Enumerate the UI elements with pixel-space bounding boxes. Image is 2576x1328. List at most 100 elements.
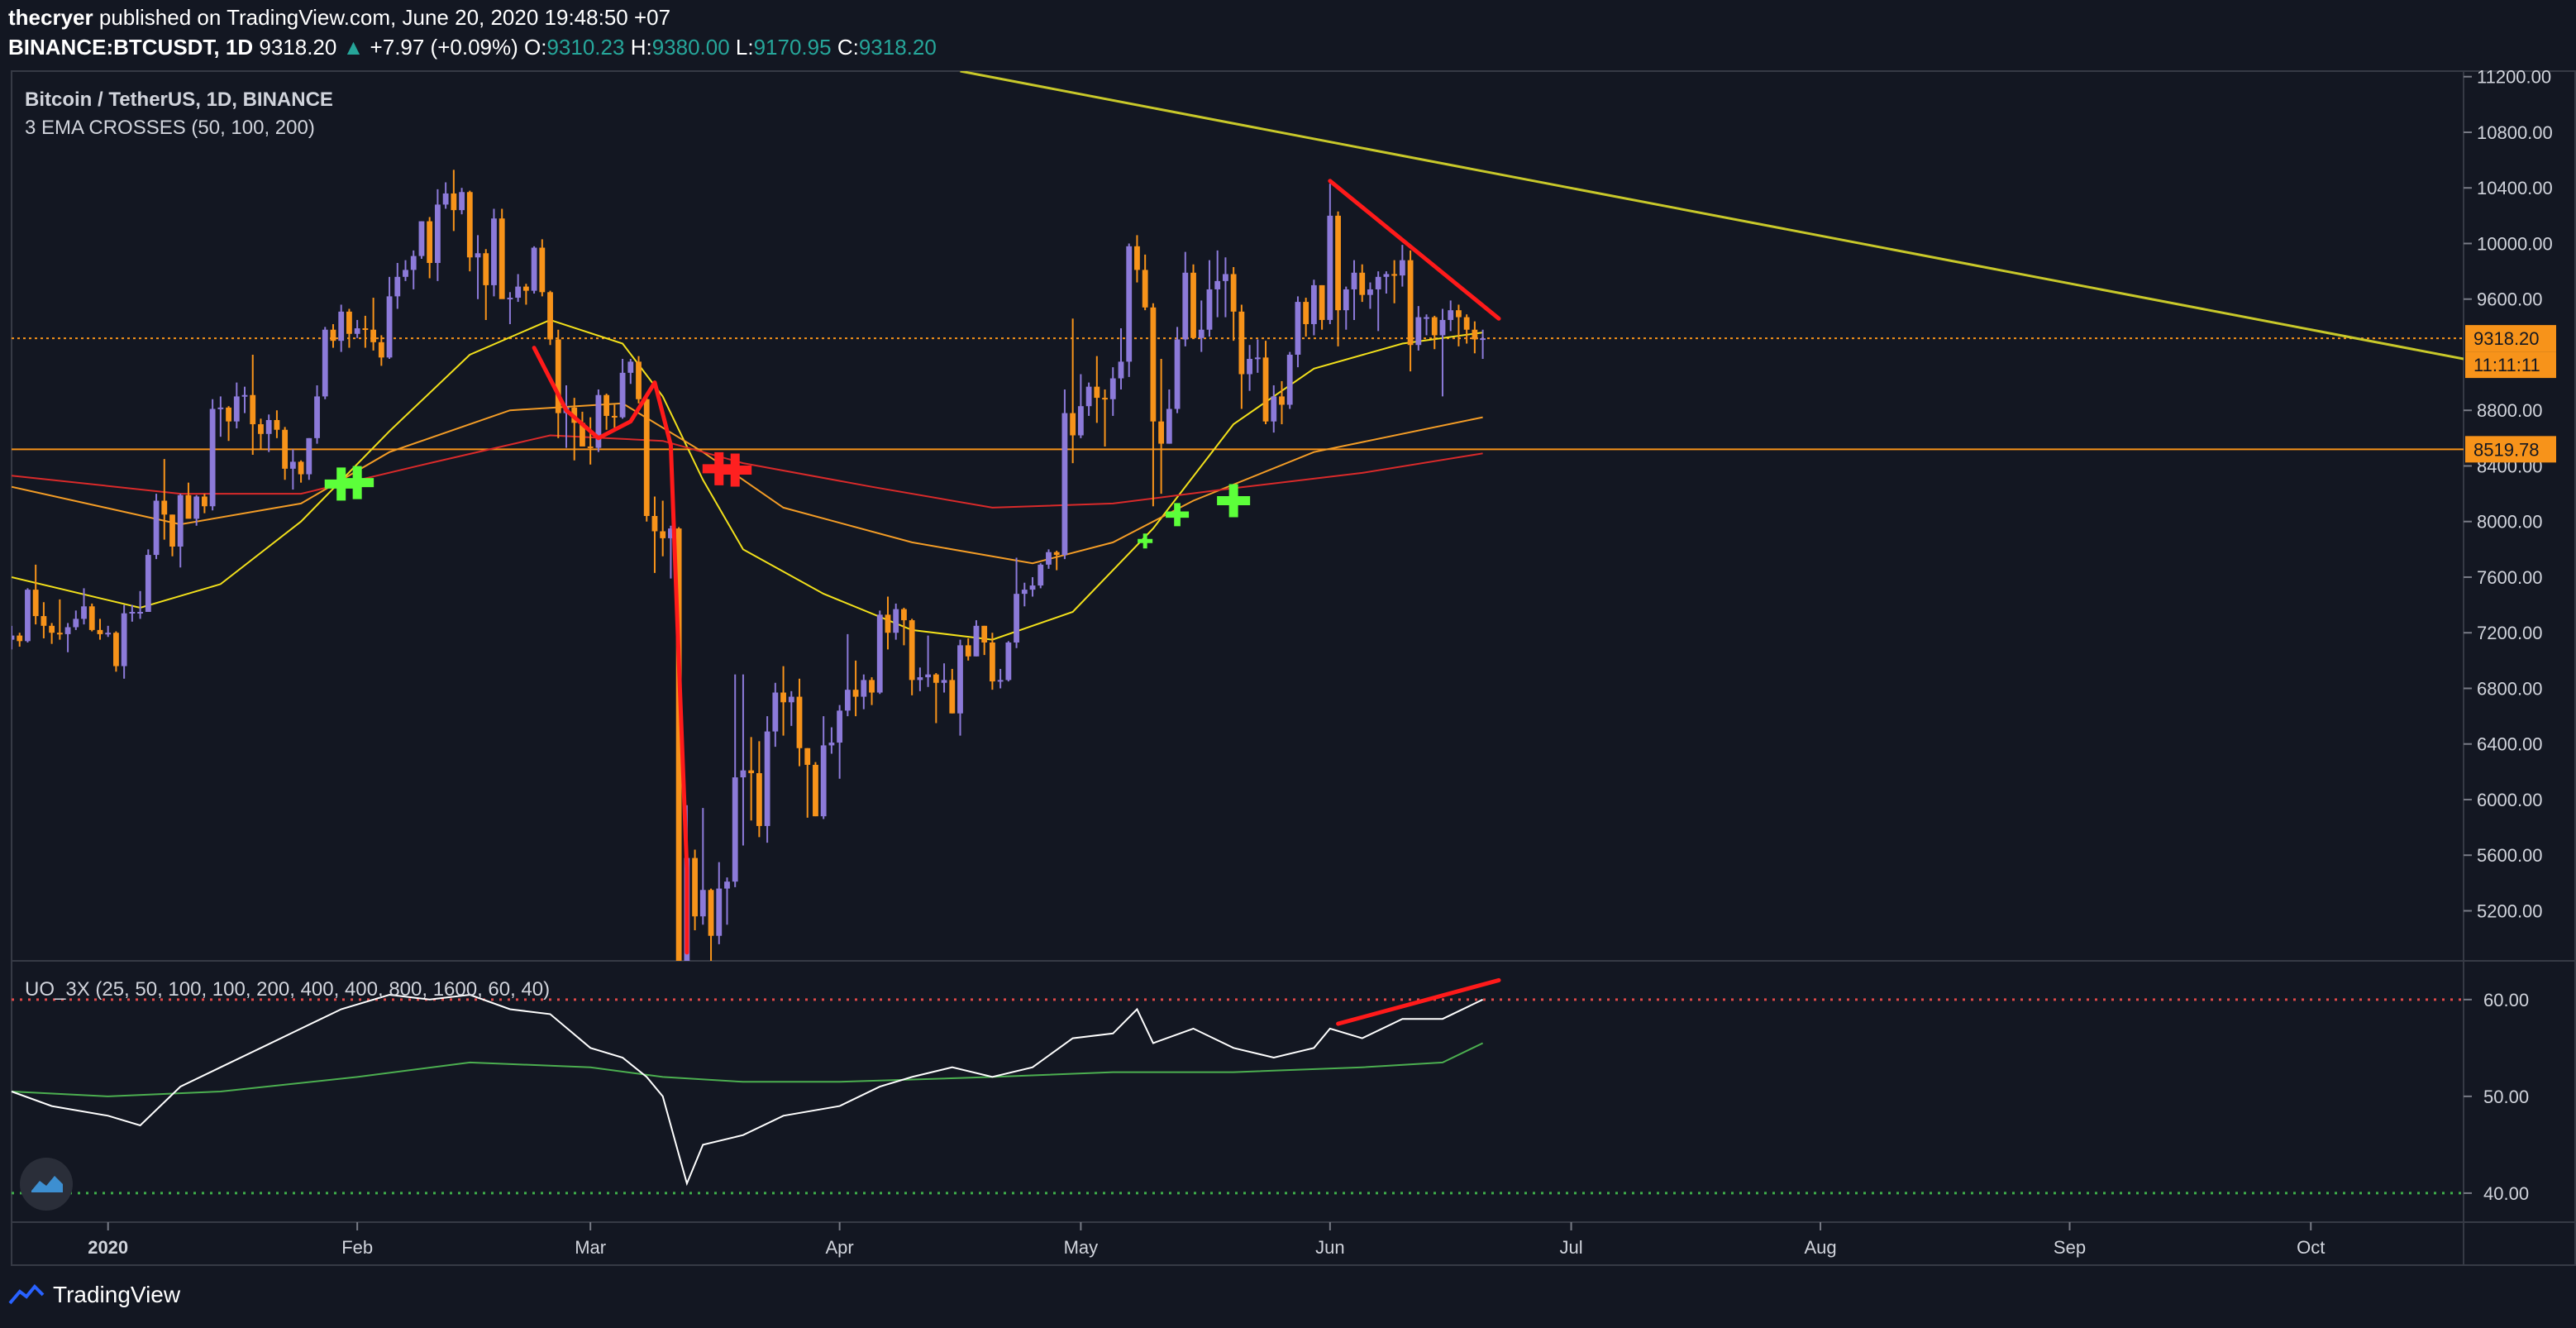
candle-body xyxy=(161,500,168,515)
bull-candle xyxy=(772,682,779,748)
candle-body xyxy=(1230,274,1237,312)
bull-candle xyxy=(1014,557,1019,648)
footer-brand[interactable]: TradingView xyxy=(8,1282,180,1308)
candle-body xyxy=(1077,406,1084,436)
bear-candle xyxy=(756,741,762,838)
candle-body xyxy=(427,221,433,264)
bear-candle xyxy=(466,190,473,272)
bull-candle xyxy=(475,235,481,299)
ema-cross-bull-marker xyxy=(1138,533,1153,549)
bear-candle xyxy=(427,217,433,279)
chart-title: Bitcoin / TetherUS, 1D, BINANCE xyxy=(25,88,333,111)
price-tick-label: 6000.00 xyxy=(2477,790,2543,810)
bull-candle xyxy=(531,246,537,294)
candle-body xyxy=(306,437,312,475)
candle-body xyxy=(716,888,723,936)
candle-body xyxy=(852,690,859,697)
candle-body xyxy=(322,329,328,397)
price-tick-label: 8800.00 xyxy=(2477,400,2543,421)
support-price-label-bg xyxy=(2465,436,2556,463)
bear-candle xyxy=(1142,254,1148,311)
bull-candle xyxy=(153,494,160,560)
bull-candle xyxy=(1198,300,1205,352)
bear-candle xyxy=(483,249,489,320)
candle-body xyxy=(740,770,747,778)
candle-body xyxy=(362,328,369,331)
candle-body xyxy=(1286,354,1293,405)
bull-candle xyxy=(820,716,827,819)
bull-candle xyxy=(12,625,15,650)
candle-body xyxy=(475,253,481,258)
candle-body xyxy=(410,256,417,270)
candle-body xyxy=(1424,317,1429,319)
bull-candle xyxy=(354,319,360,338)
candle-body xyxy=(837,710,843,743)
bear-candle xyxy=(587,417,594,465)
bull-candle xyxy=(1046,549,1052,569)
candle-body xyxy=(1150,307,1157,422)
ohlc-line: BINANCE:BTCUSDT, 1D 9318.20 ▲ +7.97 (+0.… xyxy=(8,35,937,60)
candle-body xyxy=(394,276,401,297)
candle-body xyxy=(507,298,513,300)
bear-candle xyxy=(796,678,803,767)
bull-candle xyxy=(322,327,328,399)
candle-body xyxy=(1359,272,1366,295)
candle-body xyxy=(869,680,875,693)
bear-candle xyxy=(298,460,304,483)
uo-oscillator-line xyxy=(11,993,1484,1187)
bear-candle xyxy=(1070,318,1076,464)
candle-body xyxy=(1238,311,1245,375)
bull-candle xyxy=(619,359,626,419)
last-price: 9318.20 xyxy=(259,35,337,60)
bull-candle xyxy=(973,620,980,657)
bull-candle xyxy=(1327,184,1333,324)
candle-body xyxy=(522,286,529,291)
high-value: 9380.00 xyxy=(651,35,730,60)
price-tick-label: 9600.00 xyxy=(2477,289,2543,310)
candle-body xyxy=(1247,359,1252,375)
candle-body xyxy=(1198,329,1205,338)
red-rising-line-oscillator xyxy=(1336,977,1501,1026)
candle-body xyxy=(121,613,127,666)
bull-candle xyxy=(1206,260,1213,337)
bear-candle xyxy=(451,170,457,232)
candle-body xyxy=(258,424,264,434)
bull-candle xyxy=(442,182,449,209)
bull-candle xyxy=(828,727,835,754)
bull-candle xyxy=(1383,271,1390,294)
candle-body xyxy=(925,674,932,678)
last-price-label: 9318.20 xyxy=(2473,328,2540,349)
candle-body xyxy=(1335,215,1341,311)
candle-body xyxy=(1262,357,1269,422)
candle-body xyxy=(531,247,537,291)
candle-body xyxy=(780,692,786,703)
author-name[interactable]: thecryer xyxy=(8,5,93,30)
bear-candle xyxy=(651,496,658,573)
bear-candle xyxy=(1230,267,1237,342)
bull-candle xyxy=(314,385,320,444)
candle-body xyxy=(1223,274,1228,281)
candle-body xyxy=(25,590,31,642)
candle-body xyxy=(193,496,200,519)
candle-body xyxy=(1021,590,1028,595)
candle-body xyxy=(1295,302,1301,355)
bull-candle xyxy=(386,276,393,360)
bull-candle xyxy=(699,808,706,925)
candle-body xyxy=(1254,357,1261,360)
bear-candle xyxy=(250,354,256,456)
candle-body xyxy=(466,192,473,258)
candle-body xyxy=(1271,396,1277,422)
bear-candle xyxy=(56,599,63,640)
symbol-label: BINANCE:BTCUSDT, 1D xyxy=(8,35,254,60)
bear-candle xyxy=(1279,380,1285,425)
bull-candle xyxy=(1351,260,1357,320)
bull-candle xyxy=(1109,367,1116,416)
candle-body xyxy=(1005,642,1012,681)
candle-body xyxy=(1029,585,1036,590)
ema-cross-bull-marker xyxy=(341,466,374,499)
bear-candle xyxy=(522,284,529,305)
price-tick-label: 8000.00 xyxy=(2477,512,2543,533)
uo-title: UO_3X (25, 50, 100, 100, 200, 400, 400, … xyxy=(25,978,550,1001)
bear-candle xyxy=(1094,356,1100,423)
